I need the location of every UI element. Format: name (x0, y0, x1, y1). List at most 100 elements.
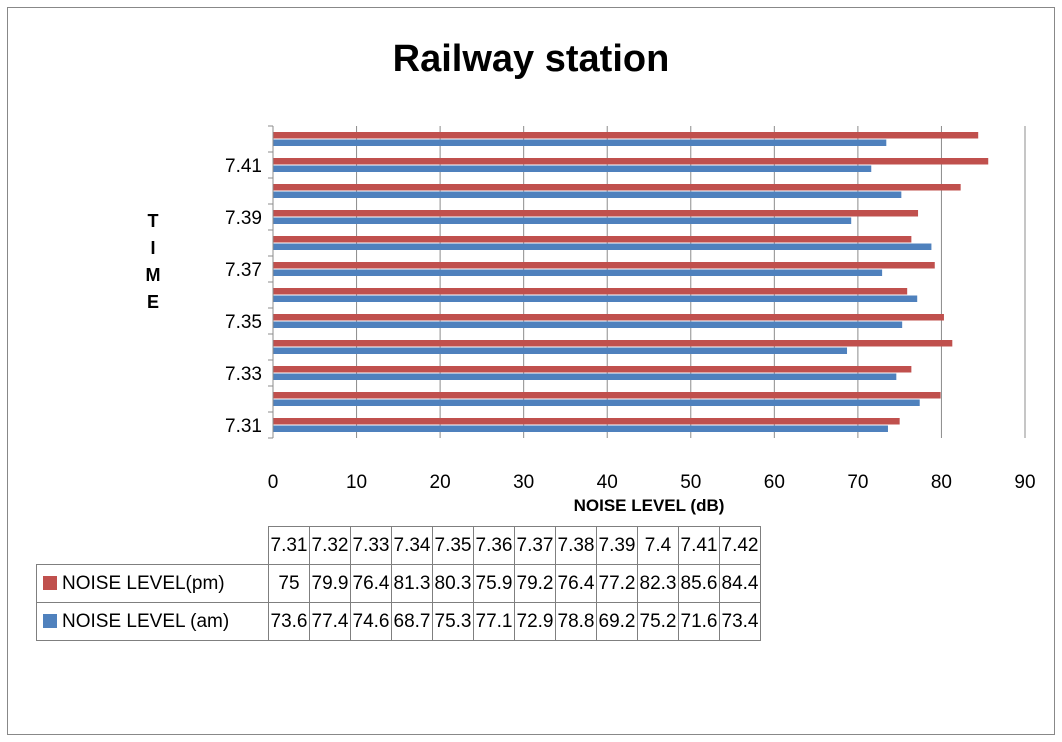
bar-am-7.36 (273, 295, 918, 302)
x-tick-label: 10 (346, 472, 367, 493)
table-cell: 78.8 (555, 602, 597, 641)
table-header-cell: 7.36 (473, 526, 515, 565)
table-cell: 79.2 (514, 564, 556, 603)
x-tick-label: 0 (268, 472, 279, 493)
table-cell: 84.4 (719, 564, 761, 603)
data-table: 7.31 7.32 7.33 7.34 7.35 7.36 7.37 7.38 7.39 7.4 7… (36, 526, 761, 641)
table-cell: 81.3 (391, 564, 433, 603)
bar-pm-7.4 (273, 184, 961, 191)
table-cell: 82.3 (637, 564, 679, 603)
legend-entry: NOISE LEVEL (am) (36, 602, 269, 641)
y-tick-label: 7.41 (225, 156, 262, 177)
y-axis-title-letter: T (147, 211, 159, 231)
legend-label: NOISE LEVEL(pm) (62, 572, 225, 594)
y-tick-label: 7.35 (225, 312, 262, 333)
y-axis-title-letter: M (145, 265, 161, 285)
table-cell: 79.9 (309, 564, 351, 603)
y-tick-label: 7.33 (225, 364, 262, 385)
legend-swatch (43, 575, 57, 590)
y-axis-title-letter: E (146, 292, 159, 312)
bar-pm-7.36 (273, 288, 908, 295)
table-cell: 72.9 (514, 602, 556, 641)
table-cell: 77.2 (596, 564, 638, 603)
y-tick-label: 7.39 (225, 208, 262, 229)
bar-pm-7.35 (273, 314, 944, 321)
legend-swatch (43, 613, 57, 628)
gridlines (272, 126, 1026, 438)
bar-am-7.33 (273, 373, 897, 380)
bar-am-7.41 (273, 165, 872, 172)
table-cell: 74.6 (350, 602, 392, 641)
x-axis-title: NOISE LEVEL (dB) (573, 496, 725, 515)
x-tick-label: 90 (1014, 472, 1035, 493)
table-header-cell: 7.31 (268, 526, 310, 565)
table-cell: 71.6 (678, 602, 720, 641)
bar-pm-7.39 (273, 210, 919, 217)
table-header-cell: 7.37 (514, 526, 556, 565)
axes (268, 125, 274, 439)
x-tick-labels: 0 10 20 30 40 50 60 70 80 90 (268, 472, 1036, 493)
table-cell: 69.2 (596, 602, 638, 641)
table-cell: 75 (268, 564, 310, 603)
bar-pm-7.41 (273, 158, 989, 165)
bars (273, 132, 989, 432)
table-header-cell: 7.32 (309, 526, 351, 565)
x-tick-label: 20 (430, 472, 451, 493)
bar-pm-7.34 (273, 340, 953, 347)
bar-am-7.31 (273, 425, 888, 432)
chart-title: Railway station (392, 38, 670, 80)
bar-am-7.4 (273, 191, 902, 198)
table-cell: 75.9 (473, 564, 515, 603)
table-cell: 80.3 (432, 564, 474, 603)
bar-am-7.38 (273, 243, 932, 250)
bar-pm-7.33 (273, 366, 912, 373)
bar-am-7.39 (273, 217, 852, 224)
table-header-cell: 7.38 (555, 526, 597, 565)
bar-pm-7.31 (273, 418, 900, 425)
x-tick-label: 70 (847, 472, 868, 493)
bar-am-7.37 (273, 269, 883, 276)
bar-am-7.35 (273, 321, 903, 328)
table-cell: 77.1 (473, 602, 515, 641)
x-tick-label: 30 (513, 472, 534, 493)
table-cell: 75.3 (432, 602, 474, 641)
table-cell: 75.2 (637, 602, 679, 641)
table-header-cell: 7.39 (596, 526, 638, 565)
table-header-cell: 7.34 (391, 526, 433, 565)
bar-pm-7.38 (273, 236, 912, 243)
y-tick-labels: 7.31 7.33 7.35 7.37 7.39 7.41 (225, 156, 262, 437)
legend-label: NOISE LEVEL (am) (62, 610, 230, 632)
bar-am-7.42 (273, 139, 887, 146)
table-corner-cell (36, 526, 269, 565)
bar-pm-7.32 (273, 392, 941, 399)
table-row: NOISE LEVEL (am) 73.6 77.4 74.6 68.7 75.3 77.1… (36, 602, 761, 641)
x-tick-label: 60 (764, 472, 785, 493)
x-tick-label: 80 (931, 472, 952, 493)
table-cell: 73.4 (719, 602, 761, 641)
y-tick-label: 7.37 (225, 260, 262, 281)
legend-entry: NOISE LEVEL(pm) (36, 564, 269, 603)
table-cell: 76.4 (350, 564, 392, 603)
table-header-cell: 7.41 (678, 526, 720, 565)
bar-pm-7.37 (273, 262, 935, 269)
y-axis-title-letter: I (150, 238, 156, 258)
table-header-cell: 7.4 (637, 526, 679, 565)
bar-pm-7.42 (273, 132, 979, 139)
table-cell: 77.4 (309, 602, 351, 641)
y-tick-label: 7.31 (225, 416, 262, 437)
table-cell: 85.6 (678, 564, 720, 603)
table-header-cell: 7.42 (719, 526, 761, 565)
x-tick-label: 40 (597, 472, 618, 493)
x-tick-label: 50 (680, 472, 701, 493)
bar-am-7.34 (273, 347, 848, 354)
table-header-cell: 7.33 (350, 526, 392, 565)
table-header-row: 7.31 7.32 7.33 7.34 7.35 7.36 7.37 7.38 7.39 7.4 7… (36, 526, 761, 565)
table-cell: 76.4 (555, 564, 597, 603)
table-cell: 68.7 (391, 602, 433, 641)
table-cell: 73.6 (268, 602, 310, 641)
bar-am-7.32 (273, 399, 920, 406)
bar-chart-plot: 0 10 20 30 40 50 60 70 80 90 7.31 7.33 7.35 7.37 7.39… (225, 125, 1036, 493)
table-row: NOISE LEVEL(pm) 75 79.9 76.4 81.3 80.3 75.9 79.… (36, 564, 761, 603)
table-header-cell: 7.35 (432, 526, 474, 565)
